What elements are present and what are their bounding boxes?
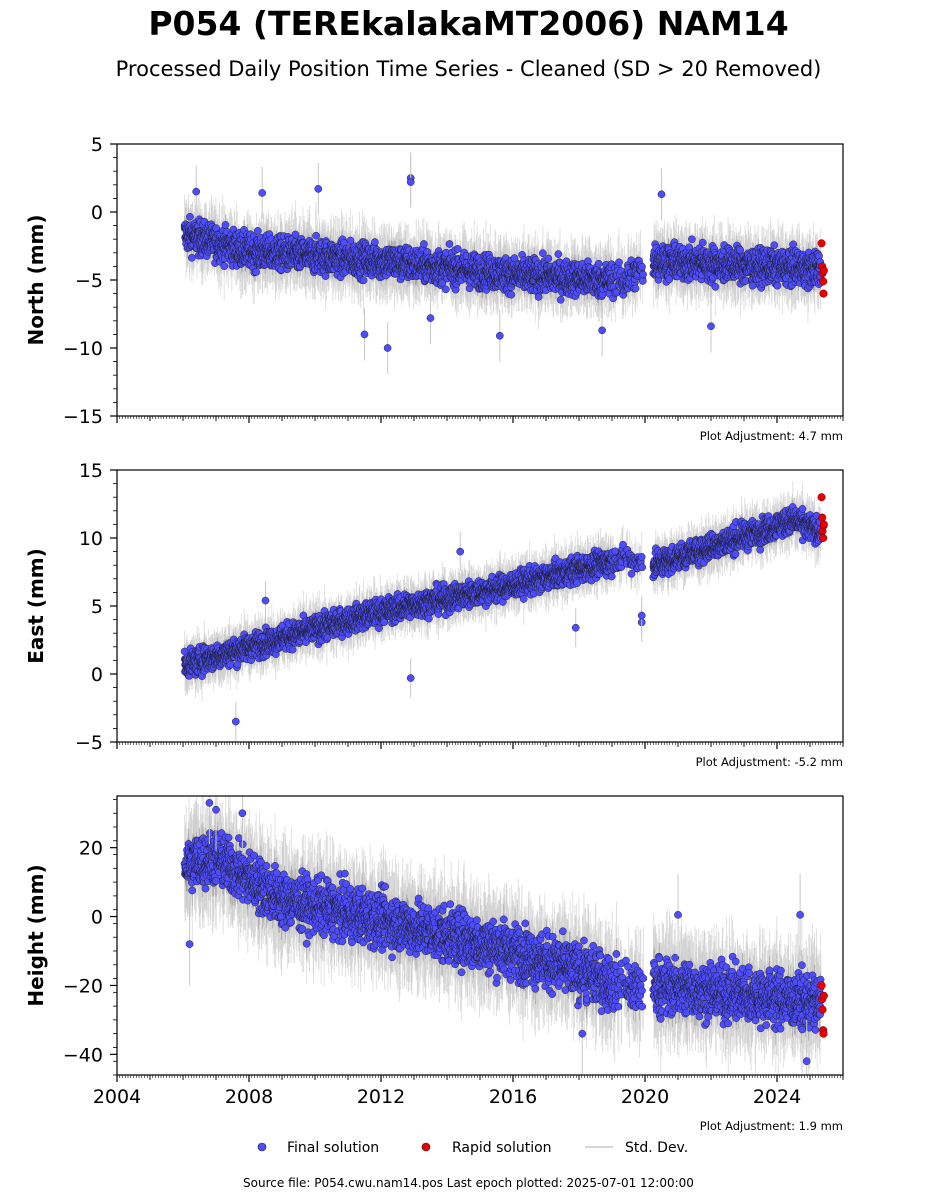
page-subtitle: Processed Daily Position Time Series - C… xyxy=(115,57,822,81)
final-point xyxy=(220,262,229,271)
final-point xyxy=(253,227,262,235)
final-point xyxy=(423,248,432,256)
final-point xyxy=(221,221,230,229)
final-point xyxy=(441,285,450,294)
plot-area xyxy=(180,151,828,375)
final-point xyxy=(556,295,565,304)
final-point xyxy=(420,240,428,248)
final-point xyxy=(188,253,196,262)
final-point xyxy=(212,224,220,232)
final-point xyxy=(507,290,516,299)
final-point xyxy=(359,276,368,285)
final-point xyxy=(554,250,563,258)
final-point xyxy=(346,236,355,245)
final-point xyxy=(291,230,300,239)
final-point xyxy=(371,238,379,246)
final-point xyxy=(321,272,330,280)
final-point xyxy=(186,212,194,221)
final-point xyxy=(438,279,447,288)
page-title: P054 (TEREkalakaMT2006) NAM14 xyxy=(148,4,789,43)
final-point xyxy=(453,245,462,253)
final-point xyxy=(539,249,547,258)
final-point xyxy=(312,231,320,240)
final-series xyxy=(180,151,825,375)
final-point xyxy=(252,268,260,276)
final-point xyxy=(544,254,553,263)
final-point xyxy=(445,240,454,248)
